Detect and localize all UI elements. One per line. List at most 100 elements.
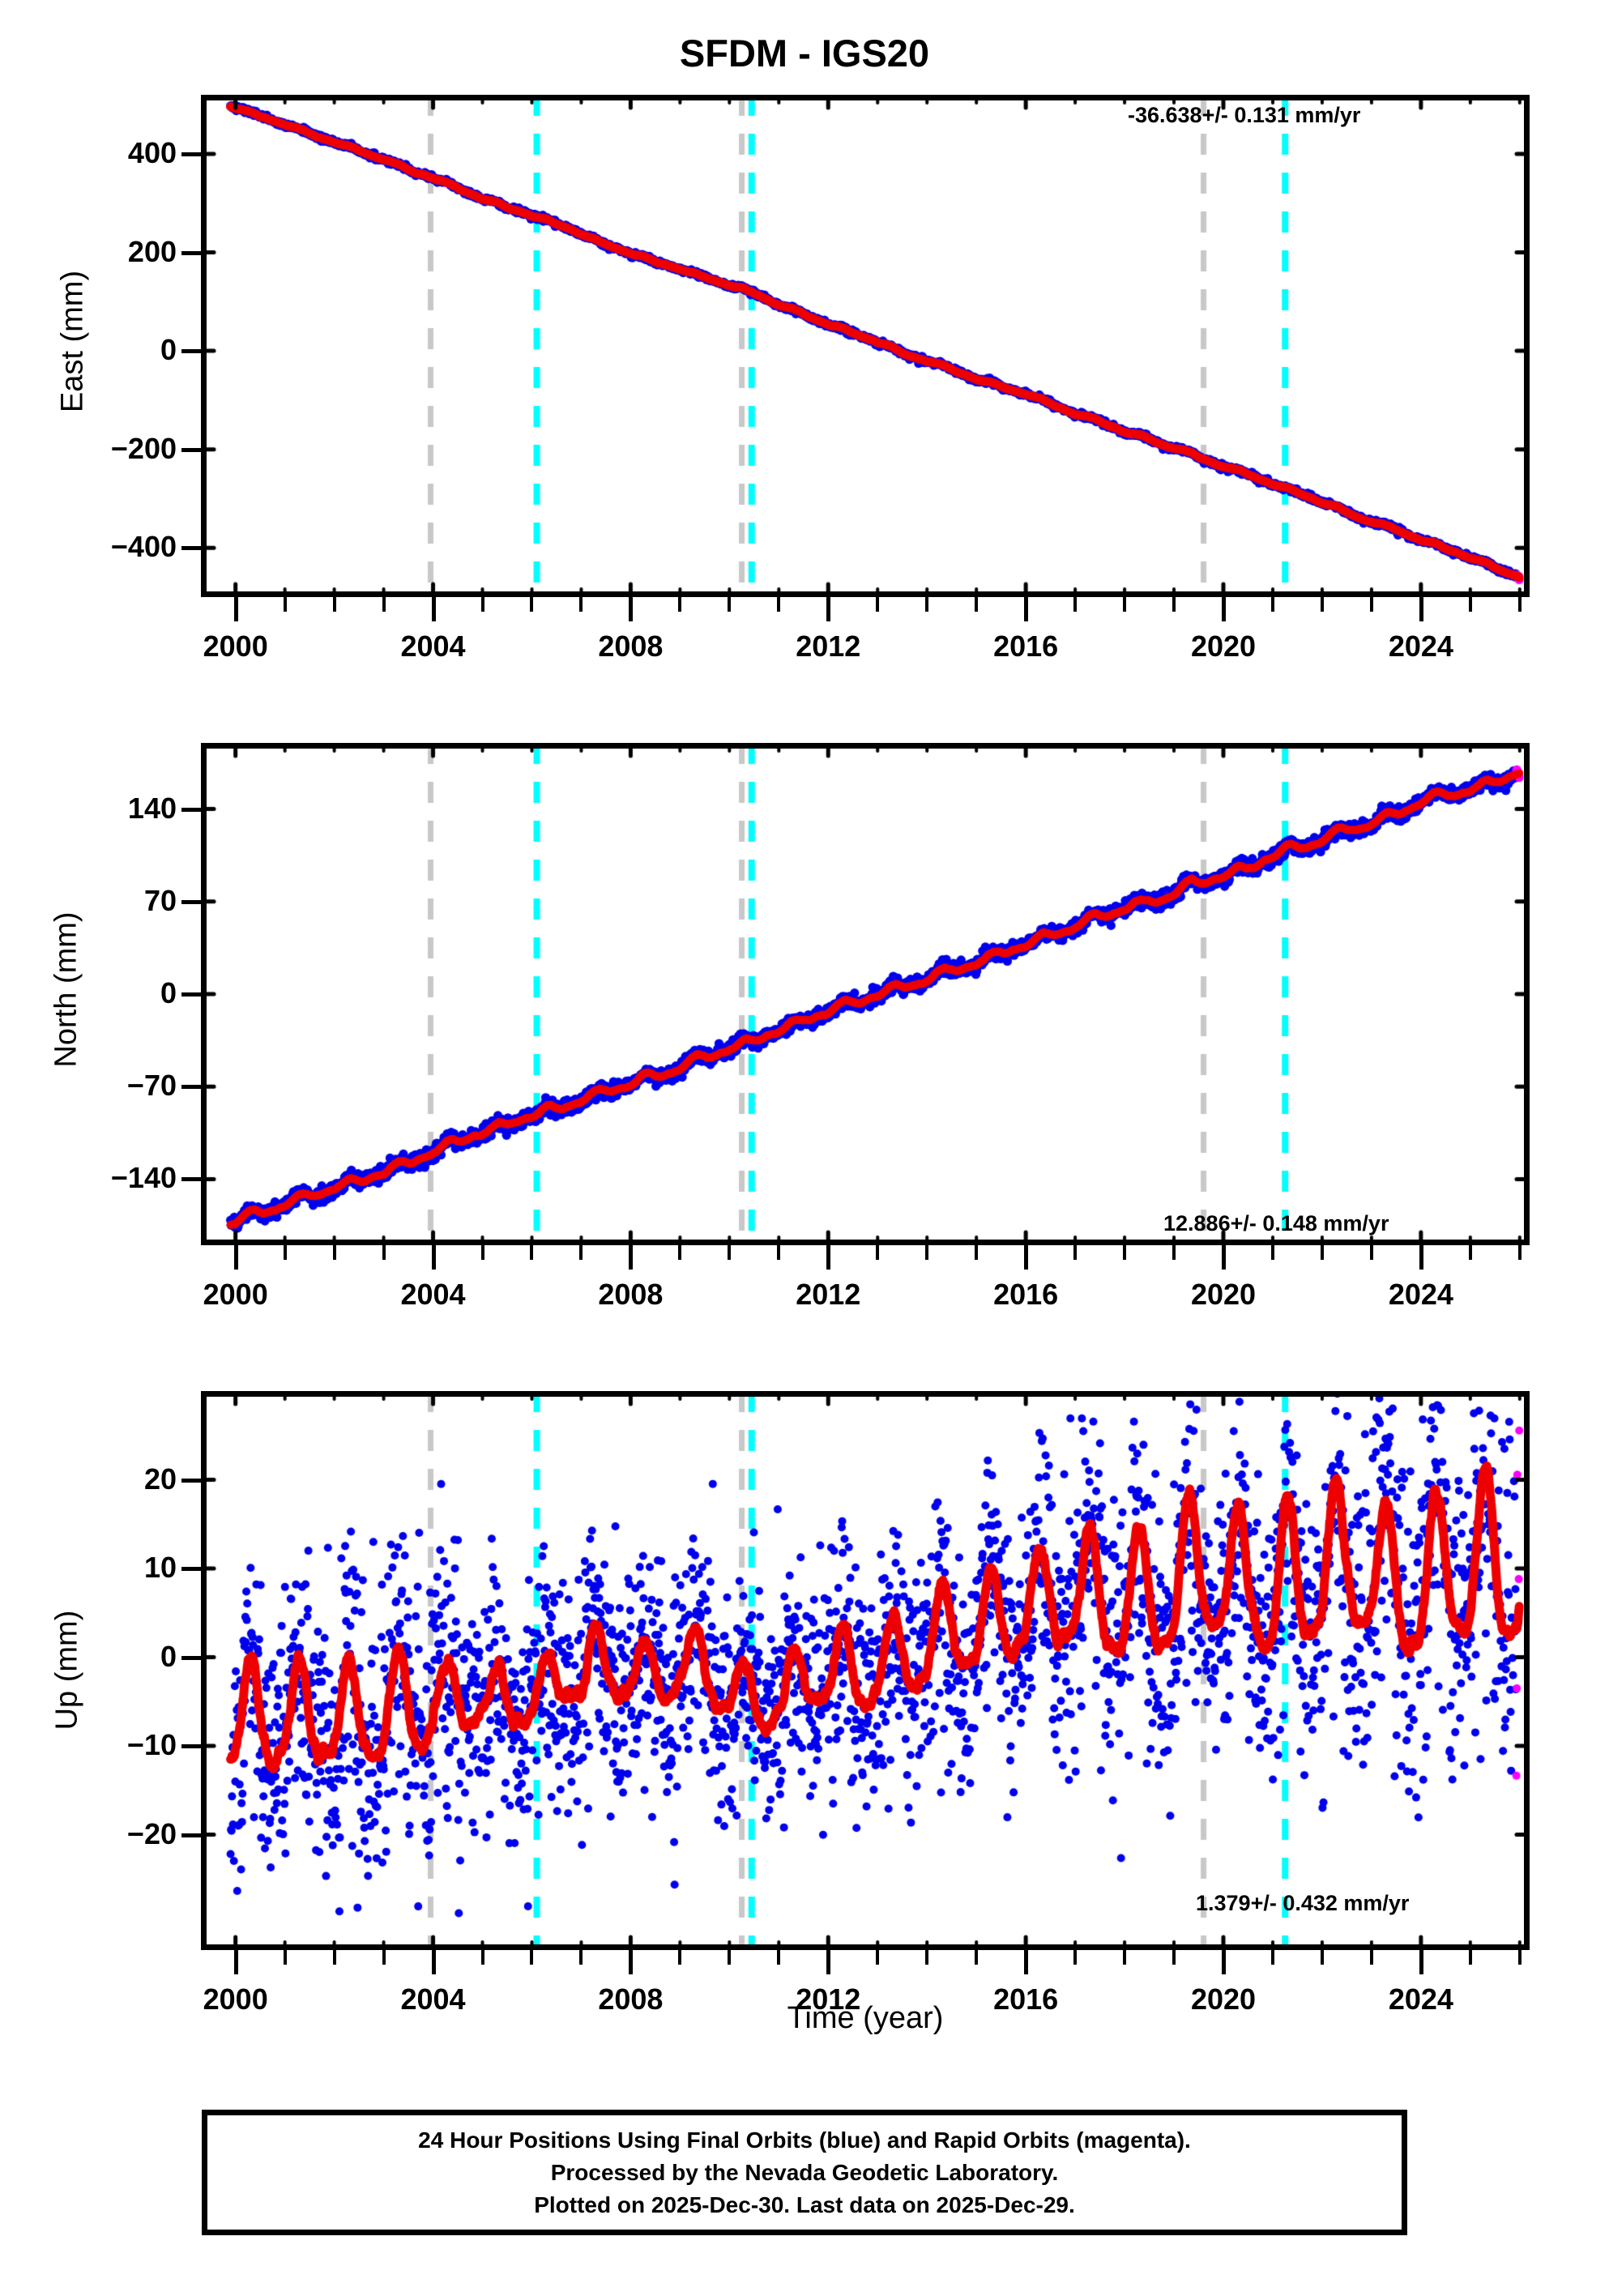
ytick-mark <box>181 1655 201 1660</box>
east-xtick-4: 2016 <box>993 629 1059 663</box>
xtick-mark <box>975 1245 979 1260</box>
up-rate-label: 1.379+/- 0.432 mm/yr <box>1196 1891 1410 1915</box>
xtick-mark <box>233 1245 238 1270</box>
xtick-mark <box>678 1245 682 1260</box>
xtick-mark <box>530 1245 534 1260</box>
north-plot-canvas <box>201 743 1530 1245</box>
xtick-mark <box>728 1245 732 1260</box>
ytick-mark <box>181 349 201 354</box>
up-xtick-3: 2012 <box>796 1982 861 2016</box>
xtick-mark <box>1270 1950 1274 1965</box>
xtick-mark <box>777 597 781 612</box>
east-ytick-2: 0 <box>160 333 177 367</box>
xtick-mark <box>728 597 732 612</box>
xtick-mark <box>728 1950 732 1965</box>
xtick-mark <box>1517 1950 1522 1965</box>
panel-east <box>201 95 1530 597</box>
xtick-mark <box>1517 597 1522 612</box>
xtick-mark <box>1270 597 1274 612</box>
xtick-mark <box>925 597 929 612</box>
up-ytick-2: 0 <box>160 1639 177 1673</box>
xtick-mark <box>975 597 979 612</box>
east-xaxis-ticks <box>201 597 1530 621</box>
xtick-mark <box>1024 1245 1029 1270</box>
east-plot-canvas <box>201 95 1530 597</box>
xtick-mark <box>1123 1245 1127 1260</box>
xtick-mark <box>1419 1950 1423 1974</box>
up-ytick-3: −10 <box>126 1728 177 1762</box>
xtick-mark <box>876 597 880 612</box>
xtick-mark <box>332 1950 336 1965</box>
xtick-mark <box>480 597 484 612</box>
ytick-mark <box>181 250 201 255</box>
xtick-mark <box>332 1245 336 1260</box>
xtick-mark <box>1419 1245 1423 1270</box>
xtick-mark <box>629 1245 634 1270</box>
north-xtick-2: 2008 <box>598 1278 664 1311</box>
north-xtick-4: 2016 <box>993 1278 1059 1311</box>
caption-line-3: Plotted on 2025-Dec-30. Last data on 202… <box>534 2191 1075 2217</box>
xtick-mark <box>431 1245 436 1270</box>
xtick-mark <box>1320 1245 1324 1260</box>
xtick-mark <box>1320 1950 1324 1965</box>
xtick-mark <box>332 597 336 612</box>
east-xtick-5: 2020 <box>1190 629 1257 663</box>
north-xtick-3: 2012 <box>796 1278 861 1311</box>
xtick-mark <box>1517 1245 1522 1260</box>
ytick-mark <box>181 899 201 904</box>
up-xtick-4: 2016 <box>993 1982 1059 2016</box>
xtick-mark <box>876 1950 880 1965</box>
xtick-mark <box>826 597 831 621</box>
xtick-mark <box>579 1950 583 1965</box>
xtick-mark <box>826 1245 831 1270</box>
up-ytick-0: 20 <box>143 1462 177 1496</box>
xtick-mark <box>382 1245 386 1260</box>
xtick-mark <box>283 1245 287 1260</box>
xtick-mark <box>1468 1245 1472 1260</box>
xtick-mark <box>1419 597 1423 621</box>
north-xtick-6: 2024 <box>1388 1278 1453 1311</box>
xtick-mark <box>1024 597 1029 621</box>
xtick-mark <box>480 1950 484 1965</box>
xtick-mark <box>678 1950 682 1965</box>
north-ytick-2: 0 <box>160 976 177 1009</box>
xtick-mark <box>283 1950 287 1965</box>
ytick-mark <box>181 1085 201 1090</box>
xtick-mark <box>480 1245 484 1260</box>
ytick-mark <box>181 1744 201 1749</box>
x-axis-title: Time (year) <box>787 2001 944 2035</box>
xtick-mark <box>1468 1950 1472 1965</box>
up-xtick-6: 2024 <box>1388 1982 1453 2016</box>
up-yaxis-ticks <box>181 1391 201 1950</box>
north-xaxis-ticks <box>201 1245 1530 1270</box>
xtick-mark <box>1222 1950 1226 1974</box>
xtick-mark <box>1123 597 1127 612</box>
east-xtick-0: 2000 <box>203 629 268 663</box>
xtick-mark <box>579 1245 583 1260</box>
ytick-mark <box>181 447 201 452</box>
east-xtick-1: 2004 <box>400 629 466 663</box>
north-rate-label: 12.886+/- 0.148 mm/yr <box>1163 1211 1389 1235</box>
up-xtick-2: 2008 <box>598 1982 664 2016</box>
page-title: SFDM - IGS20 <box>679 32 930 75</box>
xtick-mark <box>1369 597 1373 612</box>
xtick-mark <box>431 597 436 621</box>
xtick-mark <box>1468 597 1472 612</box>
xtick-mark <box>382 1950 386 1965</box>
caption-box: 24 Hour Positions Using Final Orbits (bl… <box>202 2110 1407 2235</box>
xtick-mark <box>233 1950 238 1974</box>
xtick-mark <box>283 597 287 612</box>
caption-line-1: 24 Hour Positions Using Final Orbits (bl… <box>418 2127 1191 2153</box>
ytick-mark <box>181 1567 201 1572</box>
xtick-mark <box>678 597 682 612</box>
xtick-mark <box>777 1245 781 1260</box>
xtick-mark <box>1073 1950 1078 1965</box>
xtick-mark <box>1222 597 1226 621</box>
up-plot-canvas <box>201 1391 1530 1950</box>
up-ytick-4: −20 <box>126 1816 177 1850</box>
xtick-mark <box>1172 1245 1176 1260</box>
north-ytick-0: 140 <box>127 791 177 825</box>
east-yaxis-ticks <box>181 95 201 597</box>
up-xtick-0: 2000 <box>203 1982 268 2016</box>
